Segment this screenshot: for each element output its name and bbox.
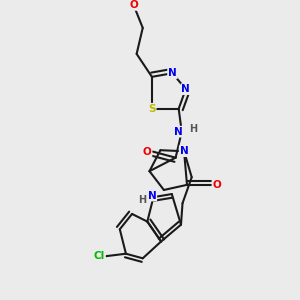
Text: O: O — [213, 180, 221, 190]
Text: Cl: Cl — [94, 251, 105, 261]
Text: S: S — [148, 104, 156, 114]
Text: N: N — [182, 84, 190, 94]
Text: N: N — [174, 127, 182, 137]
Text: N: N — [148, 190, 156, 201]
Text: H: H — [138, 195, 146, 205]
Text: H: H — [189, 124, 197, 134]
Text: O: O — [129, 0, 138, 10]
Text: N: N — [168, 68, 177, 78]
Text: N: N — [180, 146, 188, 156]
Text: O: O — [143, 147, 152, 157]
